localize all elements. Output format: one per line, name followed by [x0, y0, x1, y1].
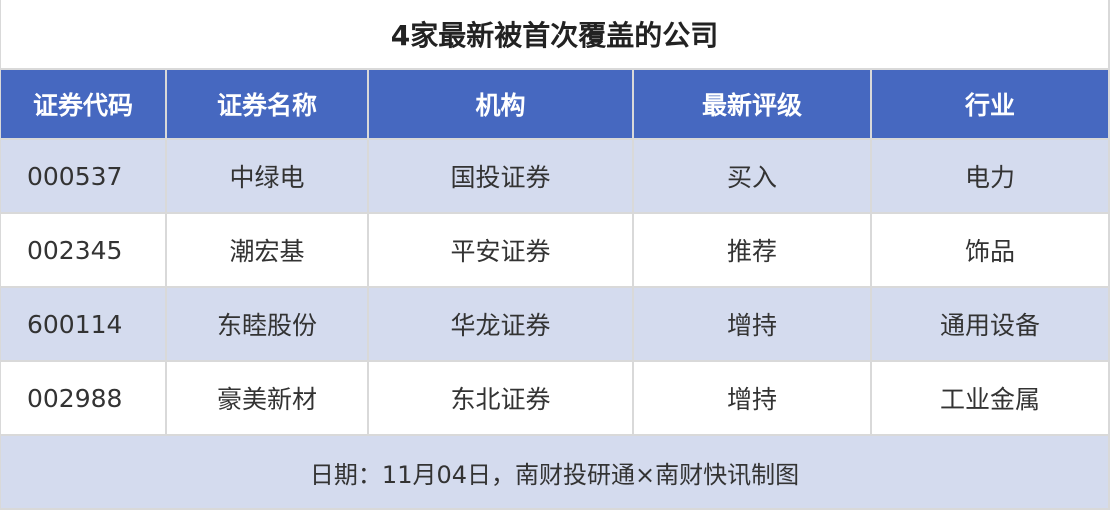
- header-row: 证券代码 证券名称 机构 最新评级 行业: [0, 68, 1111, 140]
- col-header-name: 证券名称: [165, 68, 369, 140]
- cell-institution: 东北证券: [367, 360, 634, 436]
- table-title: 4家最新被首次覆盖的公司: [0, 0, 1111, 70]
- cell-industry: 工业金属: [869, 360, 1111, 436]
- cell-rating: 推荐: [632, 212, 872, 288]
- cell-code: 002988: [0, 360, 167, 436]
- cell-institution: 平安证券: [367, 212, 634, 288]
- cell-industry: 电力: [869, 138, 1111, 214]
- cell-code: 000537: [0, 138, 167, 214]
- table-row: 600114 东睦股份 华龙证券 增持 通用设备: [0, 286, 1111, 362]
- cell-code: 600114: [0, 286, 167, 362]
- col-header-industry: 行业: [869, 68, 1111, 140]
- cell-rating: 增持: [632, 360, 872, 436]
- cell-institution: 华龙证券: [367, 286, 634, 362]
- table-row: 002345 潮宏基 平安证券 推荐 饰品: [0, 212, 1111, 288]
- cell-industry: 通用设备: [869, 286, 1111, 362]
- cell-rating: 买入: [632, 138, 872, 214]
- cell-institution: 国投证券: [367, 138, 634, 214]
- table-footer: 日期：11月04日，南财投研通×南财快讯制图: [0, 434, 1111, 510]
- cell-industry: 饰品: [869, 212, 1111, 288]
- cell-code: 002345: [0, 212, 167, 288]
- table-row: 000537 中绿电 国投证券 买入 电力: [0, 138, 1111, 214]
- table-row: 002988 豪美新材 东北证券 增持 工业金属: [0, 360, 1111, 436]
- col-header-institution: 机构: [367, 68, 634, 140]
- col-header-rating: 最新评级: [632, 68, 872, 140]
- cell-name: 东睦股份: [165, 286, 369, 362]
- cell-rating: 增持: [632, 286, 872, 362]
- col-header-code: 证券代码: [0, 68, 167, 140]
- cell-name: 潮宏基: [165, 212, 369, 288]
- cell-name: 中绿电: [165, 138, 369, 214]
- cell-name: 豪美新材: [165, 360, 369, 436]
